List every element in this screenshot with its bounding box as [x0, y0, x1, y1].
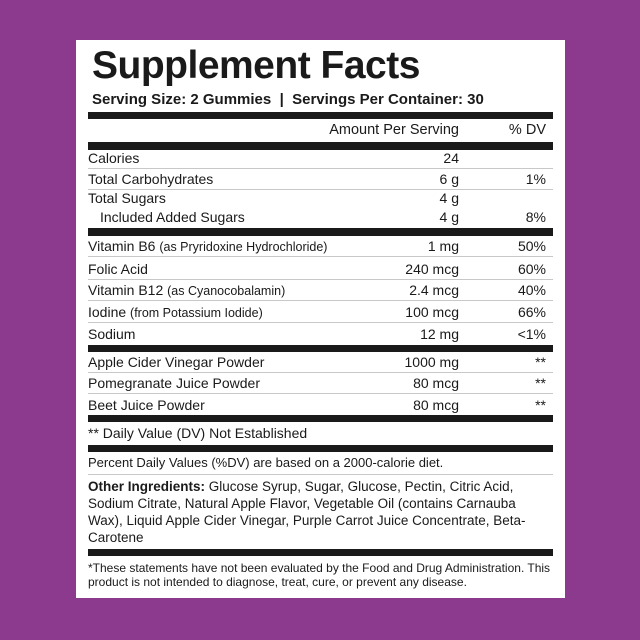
- other-ingredients: Other Ingredients: Glucose Syrup, Sugar,…: [88, 478, 553, 546]
- nutrient-name: Pomegranate Juice Powder: [88, 373, 260, 393]
- nutrient-amount: 1000 mg: [404, 354, 459, 370]
- nutrient-row: Sodium 12 mg <1%: [88, 324, 553, 344]
- nutrient-row: Apple Cider Vinegar Powder 1000 mg **: [88, 352, 553, 372]
- nutrient-label: Vitamin B6: [88, 238, 156, 254]
- nutrient-amount: 240 mcg: [405, 261, 459, 277]
- nutrient-name: Sodium: [88, 324, 135, 344]
- nutrient-amount: 12 mg: [420, 326, 459, 342]
- nutrient-amount: 80 mcg: [413, 375, 459, 391]
- nutrient-source: (as Cyanocobalamin): [167, 284, 286, 298]
- nutrient-dv: **: [535, 375, 546, 391]
- divider-thin: [88, 474, 553, 475]
- nutrient-name: Total Carbohydrates: [88, 169, 213, 189]
- nutrient-name: Beet Juice Powder: [88, 395, 205, 415]
- nutrient-name: Iodine (from Potassium Iodide): [88, 302, 263, 323]
- percent-note: Percent Daily Values (%DV) are based on …: [88, 455, 444, 470]
- nutrient-dv: **: [535, 397, 546, 413]
- title: Supplement Facts: [92, 44, 420, 87]
- nutrient-label: Calories: [88, 150, 140, 166]
- nutrient-amount: 4 g: [439, 190, 459, 206]
- nutrient-label: Pomegranate Juice Powder: [88, 375, 260, 391]
- nutrient-name: Total Sugars: [88, 188, 166, 208]
- disclaimer: *These statements have not been evaluate…: [88, 561, 551, 589]
- divider-thick: [88, 228, 553, 236]
- nutrient-dv: <1%: [517, 326, 546, 342]
- nutrient-row: Total Sugars 4 g: [88, 188, 553, 208]
- nutrient-label: Vitamin B12: [88, 282, 164, 298]
- nutrient-name: Calories: [88, 148, 139, 168]
- column-header: Amount Per Serving % DV: [88, 120, 553, 140]
- nutrient-name: Folic Acid: [88, 259, 148, 279]
- nutrient-row: Pomegranate Juice Powder 80 mcg **: [88, 373, 553, 393]
- divider-thick: [88, 112, 553, 119]
- nutrient-name: Vitamin B6 (as Pryridoxine Hydrochloride…: [88, 236, 327, 257]
- nutrient-name: Included Added Sugars: [100, 207, 245, 227]
- divider-thick: [88, 345, 553, 352]
- nutrient-amount: 2.4 mcg: [409, 282, 459, 298]
- nutrient-row: Folic Acid 240 mcg 60%: [88, 259, 553, 279]
- dv-header: % DV: [508, 122, 546, 138]
- nutrient-dv: 66%: [517, 304, 546, 320]
- nutrient-source: (from Potassium Iodide): [130, 306, 263, 320]
- nutrient-dv: 50%: [517, 238, 546, 254]
- other-ingredients-text: Glucose Syrup, Sugar, Glucose, Pectin, C…: [88, 479, 526, 545]
- divider-thick: [88, 142, 553, 150]
- other-ingredients-label: Other Ingredients:: [88, 479, 206, 494]
- nutrient-label: Beet Juice Powder: [88, 397, 205, 413]
- divider-thin: [88, 393, 553, 394]
- divider-thin: [88, 300, 553, 301]
- nutrient-label: Apple Cider Vinegar Powder: [88, 354, 265, 370]
- divider-thin: [88, 189, 553, 190]
- nutrient-row: Included Added Sugars 4 g 8%: [88, 207, 553, 227]
- divider-thick: [88, 549, 553, 556]
- amount-header: Amount Per Serving: [329, 122, 459, 138]
- divider-thin: [88, 322, 553, 323]
- nutrient-name: Vitamin B12 (as Cyanocobalamin): [88, 280, 285, 301]
- nutrient-row: Iodine (from Potassium Iodide) 100 mcg 66%: [88, 302, 553, 322]
- divider-thin: [88, 256, 553, 257]
- nutrient-amount: 4 g: [439, 209, 459, 225]
- nutrient-dv: **: [535, 354, 546, 370]
- nutrient-row: Beet Juice Powder 80 mcg **: [88, 395, 553, 415]
- divider-thick: [88, 445, 553, 452]
- nutrient-dv: 1%: [525, 171, 546, 187]
- nutrient-amount: 6 g: [439, 171, 459, 187]
- nutrient-dv: 40%: [517, 282, 546, 298]
- nutrient-name: Apple Cider Vinegar Powder: [88, 352, 264, 372]
- nutrient-amount: 100 mcg: [405, 304, 459, 320]
- nutrient-label: Included Added Sugars: [100, 209, 245, 225]
- nutrient-label: Sodium: [88, 326, 136, 342]
- nutrient-label: Iodine: [88, 304, 127, 320]
- serving-info: Serving Size: 2 Gummies | Servings Per C…: [92, 91, 484, 108]
- nutrient-source: (as Pryridoxine Hydrochloride): [159, 240, 328, 254]
- nutrient-dv: 60%: [517, 261, 546, 277]
- nutrient-row: Vitamin B12 (as Cyanocobalamin) 2.4 mcg 40…: [88, 280, 553, 300]
- divider-thin: [88, 372, 553, 373]
- nutrient-dv: 8%: [525, 209, 546, 225]
- divider-thin: [88, 168, 553, 169]
- dv-note: ** Daily Value (DV) Not Established: [88, 425, 308, 441]
- nutrient-row: Vitamin B6 (as Pryridoxine Hydrochloride…: [88, 236, 553, 256]
- divider-thin: [88, 279, 553, 280]
- nutrient-label: Folic Acid: [88, 261, 148, 277]
- divider-thick: [88, 415, 553, 422]
- nutrient-amount: 80 mcg: [413, 397, 459, 413]
- nutrient-label: Total Sugars: [88, 190, 166, 206]
- nutrient-row: Calories 24: [88, 148, 553, 168]
- nutrient-amount: 24: [443, 150, 459, 166]
- supplement-facts-panel: Supplement Facts Serving Size: 2 Gummies…: [76, 40, 565, 598]
- nutrient-row: Total Carbohydrates 6 g 1%: [88, 169, 553, 189]
- nutrient-amount: 1 mg: [427, 238, 459, 254]
- nutrient-label: Total Carbohydrates: [88, 171, 214, 187]
